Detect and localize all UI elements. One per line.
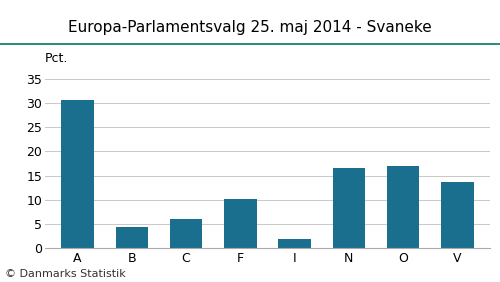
Bar [332,168,365,248]
Bar [62,100,94,248]
Bar [387,166,420,248]
Bar [116,227,148,248]
Bar [278,239,311,248]
Text: © Danmarks Statistik: © Danmarks Statistik [5,269,126,279]
Text: Europa-Parlamentsvalg 25. maj 2014 - Svaneke: Europa-Parlamentsvalg 25. maj 2014 - Sva… [68,20,432,35]
Bar [224,199,256,248]
Text: Pct.: Pct. [45,52,68,65]
Bar [170,219,202,248]
Bar [441,182,474,248]
